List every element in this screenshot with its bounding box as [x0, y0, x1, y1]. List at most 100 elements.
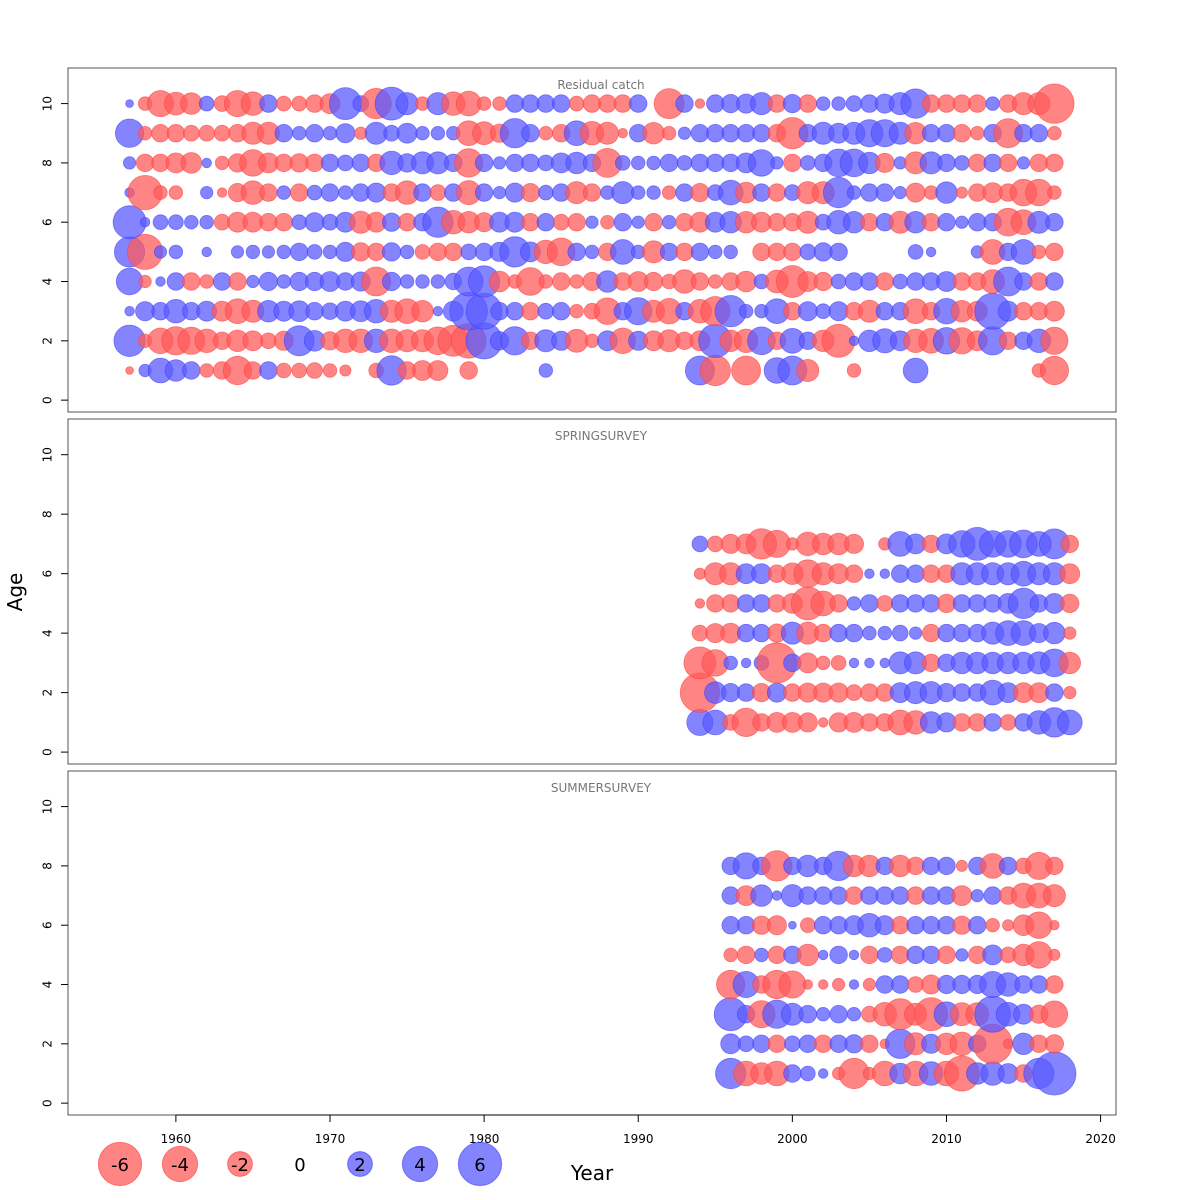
- bubble-point: [184, 214, 199, 230]
- bubble-point: [415, 274, 430, 289]
- bubble-point: [490, 302, 509, 321]
- bubble-point: [1045, 975, 1064, 994]
- legend-bubble: [161, 1145, 199, 1183]
- panel-3: SUMMERSURVEY 0 2 4 6 8 10: [41, 770, 1117, 1116]
- bubble-point: [766, 915, 787, 936]
- bubble-point: [1045, 153, 1064, 173]
- y-tick-label: 0: [41, 748, 55, 756]
- bubble-point: [339, 364, 352, 377]
- bubble-point: [291, 95, 308, 112]
- bubble-point: [921, 856, 941, 876]
- bubble-point: [520, 183, 541, 203]
- bubble-point: [274, 212, 294, 232]
- bubble-point: [921, 945, 941, 965]
- bubble-point: [1014, 975, 1033, 994]
- bubble-point: [564, 328, 589, 353]
- bubble-point: [879, 657, 891, 669]
- bubble-point: [569, 274, 584, 289]
- bubble-point: [584, 244, 600, 260]
- bubble-point: [814, 623, 833, 643]
- bubble-point: [381, 271, 402, 292]
- bubble-point: [891, 916, 910, 935]
- bubble-point: [690, 242, 710, 262]
- x-tick-label: 1970: [315, 1132, 346, 1146]
- bubble-point: [983, 886, 1002, 905]
- bubble-point: [536, 212, 556, 232]
- bubble-point: [892, 273, 908, 290]
- bubble-point: [474, 183, 494, 202]
- bubble-point: [968, 916, 987, 935]
- bubble-point: [891, 564, 910, 583]
- bubble-point: [816, 655, 831, 671]
- bubble-point: [598, 94, 617, 113]
- legend-bubble: [97, 1141, 143, 1187]
- bubble-point: [721, 594, 740, 613]
- bubble-point: [844, 272, 864, 291]
- bubble-point: [1047, 185, 1062, 200]
- bubble-point: [783, 1064, 802, 1083]
- bubble-point: [200, 186, 214, 200]
- y-tick-label: 4: [41, 278, 55, 286]
- bubble-point: [818, 1068, 829, 1079]
- bubble-point: [675, 94, 694, 113]
- y-tick-label: 8: [41, 862, 55, 870]
- bubble-point: [829, 886, 848, 905]
- bubble-point: [690, 272, 710, 291]
- bubble-point: [767, 212, 787, 232]
- bubble-point: [968, 212, 987, 232]
- bubble-point: [521, 302, 540, 321]
- bubble-point: [1044, 300, 1065, 322]
- bubble-point: [476, 96, 492, 111]
- legend-bubble: [401, 1145, 439, 1183]
- bubble-point: [168, 244, 184, 260]
- bubble-point: [799, 243, 817, 261]
- bubble-point: [538, 363, 554, 378]
- bubble-point: [905, 182, 926, 203]
- bubble-point: [228, 272, 247, 291]
- bubble-point: [937, 153, 956, 173]
- bubble-point: [937, 945, 956, 965]
- bubble-point: [291, 362, 308, 379]
- bubble-point: [998, 331, 1018, 351]
- bubble-point: [582, 94, 602, 113]
- y-tick-label: 8: [41, 510, 55, 518]
- bubble-point: [676, 155, 693, 171]
- bubble-point: [846, 1007, 862, 1022]
- bubble-point: [613, 94, 633, 113]
- bubble-point: [735, 270, 757, 293]
- bubble-point: [1060, 534, 1080, 554]
- bubble-point: [874, 152, 895, 173]
- bubble-point: [1034, 83, 1075, 124]
- bubble-point: [552, 94, 571, 113]
- bubble-point: [754, 947, 769, 963]
- bubble-point: [891, 624, 909, 642]
- bubble-point: [135, 153, 155, 173]
- bubble-point: [460, 243, 478, 261]
- bubble-point: [661, 125, 677, 141]
- bubble-point: [798, 1034, 818, 1054]
- bubble-point: [906, 916, 925, 935]
- bubble-point: [998, 856, 1018, 876]
- y-tick-label: 2: [41, 1040, 55, 1048]
- bubble-point: [699, 354, 731, 387]
- bubble-point: [798, 886, 818, 905]
- bubble-point: [137, 125, 153, 141]
- panel-frame: [67, 418, 1117, 765]
- bubble-point: [906, 856, 925, 876]
- bubble-point: [723, 655, 738, 671]
- bubble-point: [862, 625, 877, 641]
- bubble-point: [1058, 651, 1082, 675]
- bubble-point: [875, 272, 895, 291]
- y-tick-label: 6: [41, 218, 55, 226]
- bubble-point: [1040, 1000, 1069, 1028]
- bubble-point: [829, 1005, 848, 1024]
- bubble-point: [691, 535, 709, 553]
- bubble-point: [582, 183, 602, 202]
- bubble-point: [584, 333, 600, 349]
- bubble-point: [381, 242, 402, 262]
- bubble-point: [675, 242, 694, 262]
- bubble-point: [1043, 621, 1066, 645]
- bubble-point: [568, 95, 585, 112]
- bubble-point: [955, 859, 968, 872]
- panel-title: Residual catch: [557, 78, 644, 92]
